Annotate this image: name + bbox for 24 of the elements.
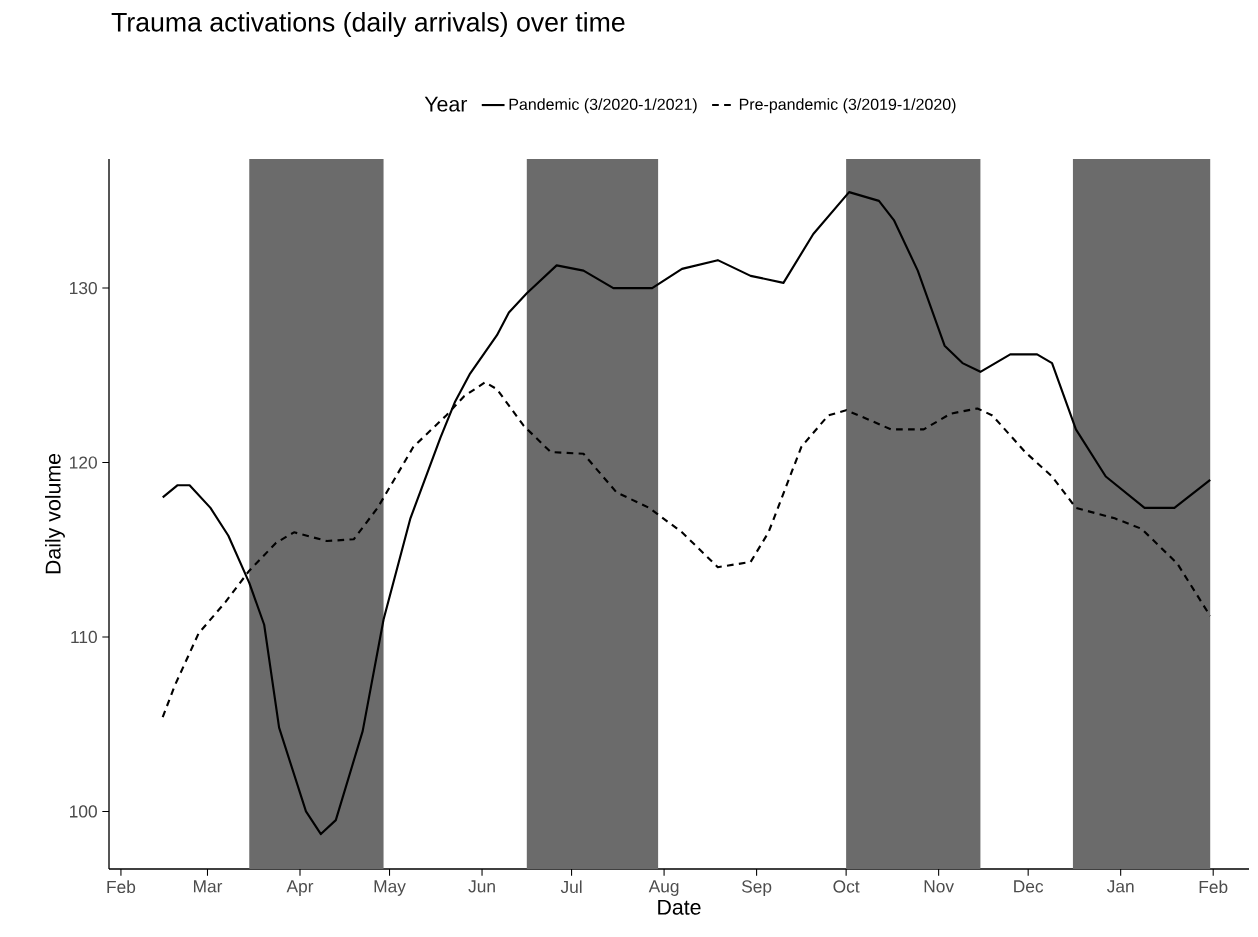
- legend-label: Pandemic (3/2020-1/2021): [509, 98, 697, 114]
- line-series: [161, 191, 1212, 836]
- legend-title: Year: [424, 96, 468, 112]
- x-tick-label: Mar: [193, 880, 223, 893]
- y-tick-label: 120: [70, 456, 97, 469]
- x-tick-label: Feb: [1199, 880, 1228, 894]
- y-tick-label: 110: [71, 630, 97, 644]
- x-tick-label: Dec: [1014, 880, 1044, 893]
- y-axis-title: Daily volume: [45, 453, 65, 574]
- x-tick-label: Apr: [286, 880, 314, 896]
- x-tick-label: May: [374, 880, 406, 896]
- x-tick-label: Oct: [833, 880, 860, 893]
- chart-title: Trauma activations (daily arrivals) over time: [111, 12, 625, 37]
- y-tick-label: 100: [70, 805, 97, 818]
- x-tick-label: Aug: [648, 880, 679, 896]
- x-tick-label: Jan: [1106, 880, 1134, 893]
- x-tick-label: Jun: [468, 880, 495, 893]
- x-tick-label: Jul: [560, 880, 582, 894]
- x-tick-label: Nov: [924, 880, 954, 893]
- y-tick-label: 130: [70, 281, 97, 295]
- legend-label: Pre-pandemic (3/2019-1/2020): [739, 98, 956, 114]
- x-tick-label: Feb: [107, 880, 136, 894]
- x-axis-title: Date: [658, 899, 701, 915]
- x-tick-label: Sep: [741, 880, 772, 897]
